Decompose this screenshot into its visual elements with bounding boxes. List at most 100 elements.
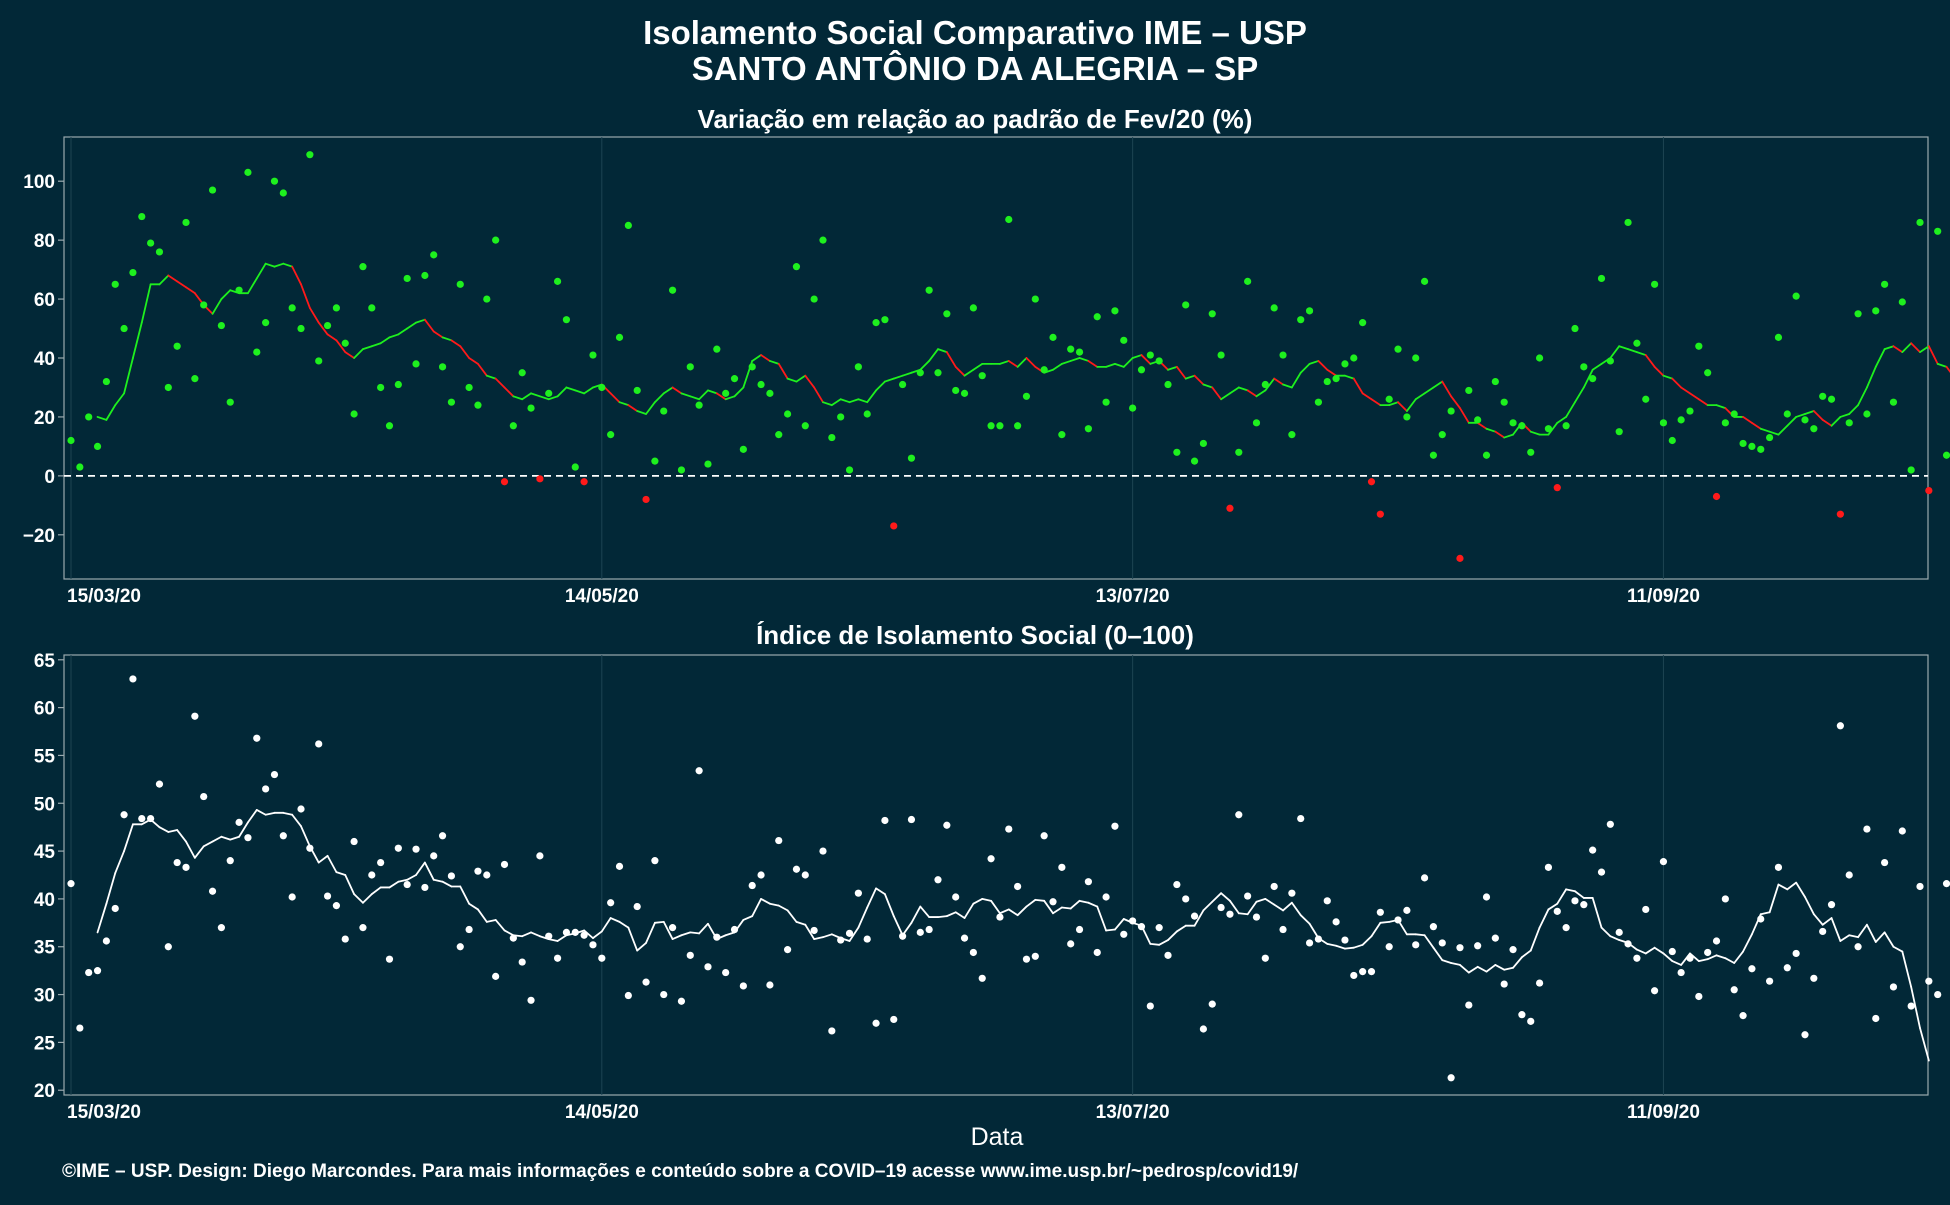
moving-average-segment <box>459 345 471 359</box>
moving-average-segment <box>1388 401 1399 407</box>
moving-average-segment <box>1025 357 1037 368</box>
daily-point <box>111 904 119 913</box>
moving-average-segment <box>804 374 816 389</box>
moving-average-segment <box>777 904 789 912</box>
moving-average-segment <box>645 921 656 944</box>
moving-average-segment <box>671 386 683 395</box>
daily-point <box>1429 451 1438 459</box>
moving-average-segment <box>477 908 488 923</box>
daily-point <box>1014 882 1022 891</box>
moving-average-segment <box>1114 918 1125 931</box>
daily-point <box>545 389 553 397</box>
daily-point <box>960 389 969 397</box>
moving-average-segment <box>1910 986 1921 1029</box>
moving-average-segment <box>1344 374 1355 380</box>
moving-average-segment <box>1175 365 1187 380</box>
daily-point <box>730 375 739 383</box>
daily-point <box>1881 858 1889 867</box>
daily-point <box>1827 395 1836 403</box>
daily-point <box>1942 880 1950 888</box>
daily-point <box>607 899 615 907</box>
daily-point <box>899 380 907 389</box>
moving-average-segment <box>945 911 957 918</box>
daily-point <box>845 466 854 474</box>
daily-point <box>1359 319 1367 327</box>
daily-point <box>1412 354 1420 362</box>
moving-average-segment <box>1795 413 1806 418</box>
moving-average-segment <box>211 835 223 843</box>
moving-average-segment <box>662 920 674 940</box>
daily-point <box>881 816 889 825</box>
daily-point <box>1668 436 1676 445</box>
moving-average-segment <box>875 380 886 392</box>
daily-point <box>1305 307 1314 315</box>
moving-average-segment <box>999 360 1010 365</box>
daily-point <box>1359 968 1367 976</box>
daily-point <box>288 304 296 312</box>
moving-average-segment <box>220 289 232 300</box>
daily-point <box>509 934 517 942</box>
daily-point <box>1704 369 1712 377</box>
daily-point <box>704 460 712 468</box>
daily-point <box>1129 404 1137 412</box>
daily-point <box>1385 943 1393 951</box>
moving-average-segment <box>1175 924 1187 933</box>
moving-average-segment <box>397 878 409 883</box>
daily-point <box>76 463 84 471</box>
y-tick-label: 45 <box>34 842 56 863</box>
moving-average-segment <box>1078 357 1090 362</box>
daily-point <box>1350 971 1358 980</box>
daily-point <box>704 963 712 971</box>
moving-average-segment <box>1211 386 1222 401</box>
daily-point <box>1881 280 1889 288</box>
daily-point <box>642 495 650 504</box>
daily-point <box>1279 925 1287 934</box>
moving-average-segment <box>176 280 187 289</box>
daily-point <box>1571 897 1579 905</box>
daily-point <box>828 433 836 442</box>
moving-average-segment <box>415 318 426 324</box>
moving-average-segment <box>574 389 586 395</box>
daily-point <box>1146 351 1154 359</box>
moving-average-segment <box>954 365 966 377</box>
daily-point <box>1580 901 1588 909</box>
daily-point <box>660 990 668 999</box>
daily-point <box>571 463 579 471</box>
moving-average-segment <box>1759 427 1771 433</box>
moving-average-segment <box>609 917 621 923</box>
moving-average-segment <box>1282 901 1293 912</box>
daily-point <box>394 380 402 389</box>
moving-average-segment <box>1441 380 1453 398</box>
moving-average-segment <box>547 395 559 401</box>
moving-average-segment <box>441 880 453 888</box>
daily-point <box>1040 366 1048 374</box>
daily-point <box>1500 980 1508 988</box>
moving-average-segment <box>300 825 311 848</box>
daily-point <box>1712 492 1721 501</box>
moving-average-segment <box>521 392 532 401</box>
daily-point <box>385 955 394 963</box>
daily-point <box>1049 333 1057 341</box>
moving-average-segment <box>1246 900 1258 916</box>
moving-average-segment <box>459 885 471 905</box>
moving-average-segment <box>1910 342 1921 354</box>
daily-point <box>748 881 756 890</box>
moving-average-segment <box>777 362 789 380</box>
daily-point <box>1208 310 1216 318</box>
y-tick-label: 65 <box>34 651 56 672</box>
daily-point <box>890 1015 898 1024</box>
x-tick-label: 13/07/20 <box>1096 586 1170 607</box>
daily-point <box>323 892 332 900</box>
daily-point <box>607 431 615 439</box>
moving-average-segment <box>1821 418 1833 427</box>
daily-point <box>1332 918 1340 926</box>
daily-point <box>1235 448 1243 456</box>
daily-point <box>660 407 668 415</box>
daily-point <box>1863 825 1871 833</box>
daily-point <box>1836 510 1844 518</box>
daily-point <box>1314 935 1323 943</box>
moving-average-segment <box>1830 416 1842 427</box>
daily-point <box>359 924 367 932</box>
daily-point <box>1792 292 1800 300</box>
